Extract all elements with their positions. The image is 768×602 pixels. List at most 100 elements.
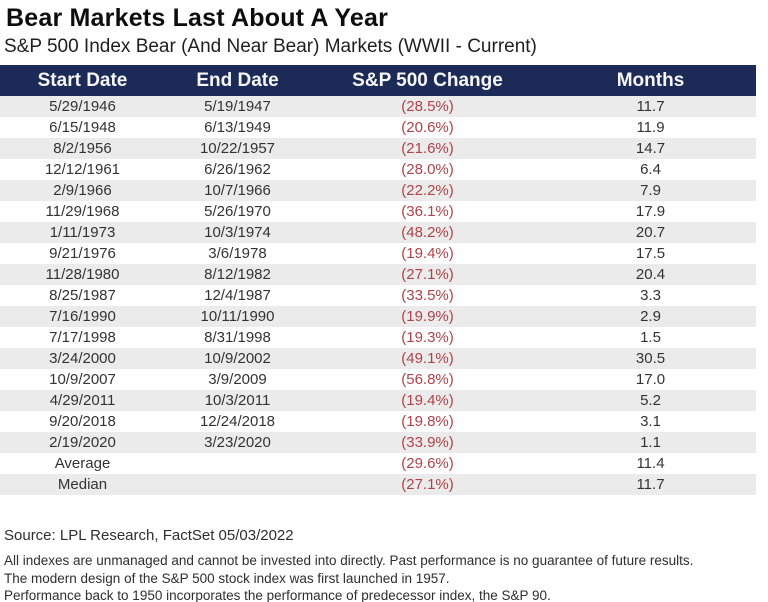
table-row: 4/29/2011 10/3/2011 (19.4%) 5.2 <box>0 390 756 411</box>
months-cell: 17.0 <box>635 371 666 388</box>
sp500-change-cell: (19.4%) <box>310 390 545 411</box>
end-date-cell: 10/9/2002 <box>165 348 310 369</box>
table-row: 5/29/1946 5/19/1947 (28.5%) 11.7 <box>0 96 756 117</box>
table-row: 8/25/1987 12/4/1987 (33.5%) 3.3 <box>0 285 756 306</box>
start-date-cell: 9/21/1976 <box>49 245 116 262</box>
end-date-cell: 6/13/1949 <box>204 119 271 136</box>
table-row: 7/17/1998 8/31/1998 (19.3%) 1.5 <box>0 327 756 348</box>
summary-label-cell: Median <box>0 474 165 495</box>
end-date-cell: 10/3/1974 <box>165 222 310 243</box>
start-date-cell: 10/9/2007 <box>49 371 116 388</box>
bear-markets-table: Start Date End Date S&P 500 Change Month… <box>0 65 756 495</box>
months-cell: 2.9 <box>545 306 756 327</box>
table-row: 11/28/1980 8/12/1982 (27.1%) 20.4 <box>0 264 756 285</box>
sp500-change-cell: (36.1%) <box>401 203 454 220</box>
months-cell: 3.1 <box>640 413 661 430</box>
table-header: Start Date End Date S&P 500 Change Month… <box>0 65 756 96</box>
table-row: 6/15/1948 6/13/1949 (20.6%) 11.9 <box>0 117 756 138</box>
months-cell: 7.9 <box>545 180 756 201</box>
start-date-cell: 6/15/1948 <box>49 119 116 136</box>
table-row: 9/21/1976 3/6/1978 (19.4%) 17.5 <box>0 243 756 264</box>
months-cell: 17.5 <box>635 245 666 262</box>
summary-sp500-change-cell: (27.1%) <box>310 474 545 495</box>
summary-empty-cell <box>165 453 310 474</box>
end-date-cell: 10/7/1966 <box>165 180 310 201</box>
column-header-start-date: Start Date <box>0 65 165 96</box>
start-date-cell: 9/20/2018 <box>49 413 116 430</box>
months-cell: 17.9 <box>635 203 666 220</box>
months-cell: 6.4 <box>640 161 661 178</box>
end-date-cell: 5/26/1970 <box>204 203 271 220</box>
summary-empty-cell <box>165 474 310 495</box>
sp500-change-cell: (19.8%) <box>401 413 454 430</box>
months-cell: 30.5 <box>545 348 756 369</box>
end-date-cell: 3/9/2009 <box>208 371 267 388</box>
end-date-cell: 12/24/2018 <box>199 413 276 430</box>
column-header-months: Months <box>545 65 756 96</box>
source-text: Source: LPL Research, FactSet 05/03/2022 <box>4 527 294 544</box>
table-summary: Average (29.6%) 11.4 Median (27.1%) 11.7 <box>0 453 756 495</box>
table-row: 9/20/2018 12/24/2018 (19.8%) 3.1 <box>0 411 756 432</box>
sp500-change-cell: (21.6%) <box>310 138 545 159</box>
end-date-cell: 5/19/1947 <box>165 96 310 117</box>
start-date-cell: 3/24/2000 <box>0 348 165 369</box>
start-date-cell: 8/25/1987 <box>49 287 116 304</box>
months-cell: 20.7 <box>545 222 756 243</box>
sp500-change-cell: (19.4%) <box>401 245 454 262</box>
months-cell: 11.7 <box>545 96 756 117</box>
table-row: 1/11/1973 10/3/1974 (48.2%) 20.7 <box>0 222 756 243</box>
sp500-change-cell: (56.8%) <box>401 371 454 388</box>
months-cell: 1.1 <box>545 432 756 453</box>
page-title: Bear Markets Last About A Year <box>6 4 389 32</box>
sp500-change-cell: (33.5%) <box>401 287 454 304</box>
summary-row: Average (29.6%) 11.4 <box>0 453 756 474</box>
start-date-cell: 2/9/1966 <box>0 180 165 201</box>
end-date-cell: 3/6/1978 <box>208 245 267 262</box>
summary-row: Median (27.1%) 11.7 <box>0 474 756 495</box>
column-header-sp500-change: S&P 500 Change <box>310 65 545 96</box>
sp500-change-cell: (22.2%) <box>310 180 545 201</box>
start-date-cell: 1/11/1973 <box>0 222 165 243</box>
sp500-change-cell: (19.3%) <box>401 329 454 346</box>
months-cell: 11.9 <box>636 119 665 136</box>
sp500-change-cell: (20.6%) <box>401 119 454 136</box>
table-body: 5/29/1946 5/19/1947 (28.5%) 11.7 6/15/19… <box>0 96 756 453</box>
page-subtitle: S&P 500 Index Bear (And Near Bear) Marke… <box>4 36 537 57</box>
start-date-cell: 7/17/1998 <box>49 329 116 346</box>
disclaimer-line: The modern design of the S&P 500 stock i… <box>4 570 450 586</box>
sp500-change-cell: (28.0%) <box>401 161 454 178</box>
end-date-cell: 3/23/2020 <box>165 432 310 453</box>
start-date-cell: 12/12/1961 <box>44 161 121 178</box>
end-date-cell: 8/12/1982 <box>165 264 310 285</box>
sp500-change-cell: (33.9%) <box>310 432 545 453</box>
table-row: 7/16/1990 10/11/1990 (19.9%) 2.9 <box>0 306 756 327</box>
end-date-cell: 6/26/1962 <box>204 161 271 178</box>
months-cell: 14.7 <box>545 138 756 159</box>
sp500-change-cell: (19.9%) <box>310 306 545 327</box>
months-cell: 5.2 <box>545 390 756 411</box>
end-date-cell: 12/4/1987 <box>204 287 271 304</box>
summary-months-cell: 11.7 <box>545 474 756 495</box>
end-date-cell: 8/31/1998 <box>204 329 271 346</box>
summary-months-cell: 11.4 <box>636 455 665 472</box>
table-row: 10/9/2007 3/9/2009 (56.8%) 17.0 <box>0 369 756 390</box>
column-header-end-date: End Date <box>165 65 310 96</box>
disclaimer-line: Performance back to 1950 incorporates th… <box>4 588 551 602</box>
disclaimer-line: All indexes are unmanaged and cannot be … <box>4 553 694 568</box>
sp500-change-cell: (48.2%) <box>310 222 545 243</box>
end-date-cell: 10/22/1957 <box>165 138 310 159</box>
start-date-cell: 7/16/1990 <box>0 306 165 327</box>
months-cell: 1.5 <box>640 329 661 346</box>
table-row: 8/2/1956 10/22/1957 (21.6%) 14.7 <box>0 138 756 159</box>
end-date-cell: 10/3/2011 <box>165 390 310 411</box>
months-cell: 20.4 <box>545 264 756 285</box>
start-date-cell: 11/29/1968 <box>45 203 120 220</box>
end-date-cell: 10/11/1990 <box>165 306 310 327</box>
start-date-cell: 5/29/1946 <box>0 96 165 117</box>
table-row: 2/19/2020 3/23/2020 (33.9%) 1.1 <box>0 432 756 453</box>
summary-label-cell: Average <box>54 455 111 472</box>
start-date-cell: 4/29/2011 <box>0 390 165 411</box>
table-row: 3/24/2000 10/9/2002 (49.1%) 30.5 <box>0 348 756 369</box>
sp500-change-cell: (27.1%) <box>310 264 545 285</box>
